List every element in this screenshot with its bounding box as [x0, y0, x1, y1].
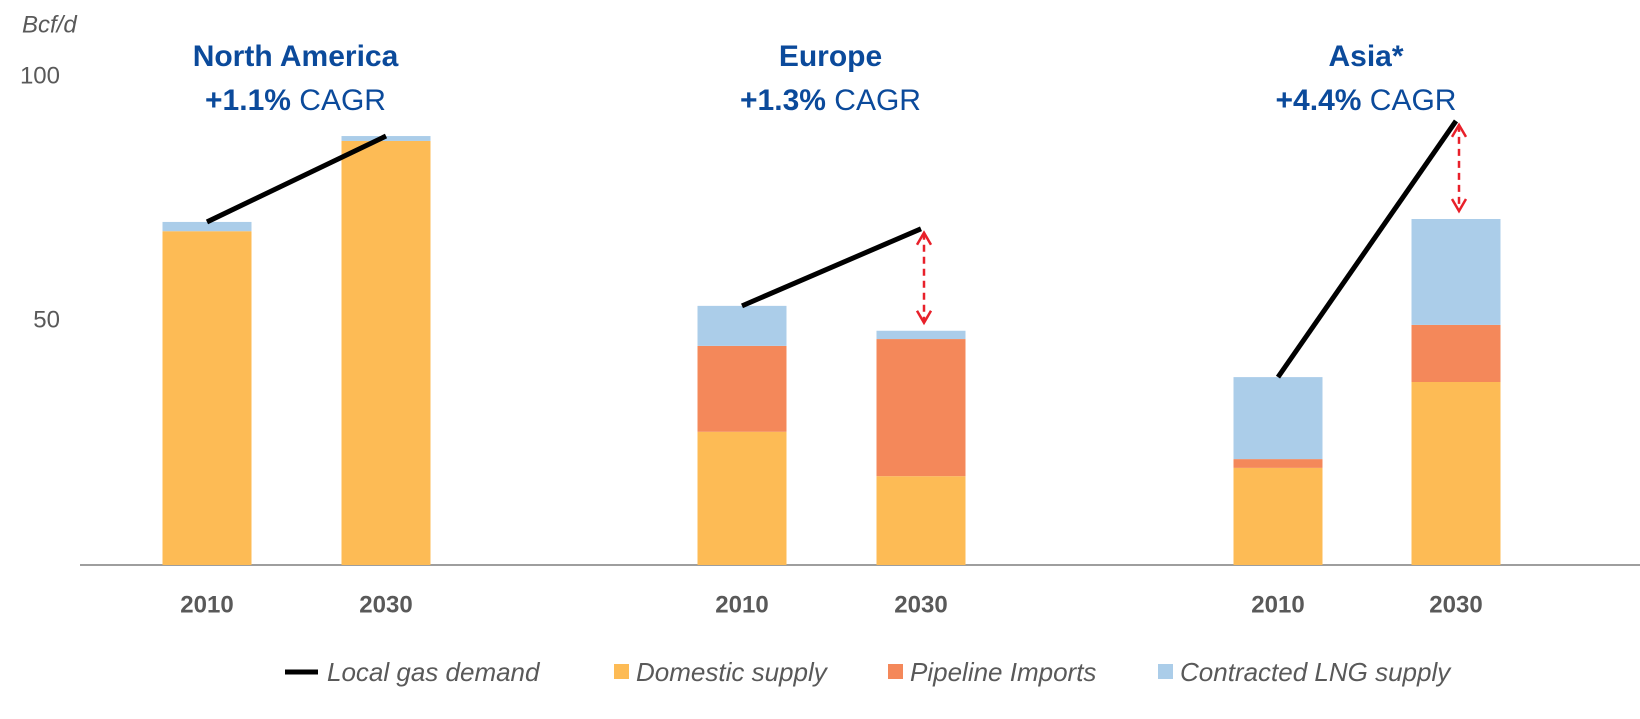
gap-arrow-head [1450, 122, 1468, 138]
x-tick-label: 2010 [715, 591, 768, 618]
growth-value: +4.4% [1276, 84, 1362, 117]
bar-segment [1233, 377, 1323, 460]
gap-arrow-head [915, 310, 933, 326]
legend-swatch [614, 664, 629, 679]
bar-segment [1411, 382, 1501, 565]
x-tick-label: 2010 [1251, 591, 1304, 618]
gap-arrow-head [1450, 198, 1468, 214]
legend-swatch [888, 664, 903, 679]
demand-line [205, 133, 388, 225]
bar-segment [1233, 459, 1323, 468]
x-tick-label: 2030 [1429, 591, 1482, 618]
bar-segment [697, 431, 787, 565]
legend-label: Domestic supply [636, 657, 829, 687]
bar-segment [697, 305, 787, 346]
bar-segment [1411, 324, 1501, 382]
group-growth: +1.3% CAGR [740, 84, 921, 117]
legend-swatch [1158, 664, 1173, 679]
group-title: Asia* [1328, 40, 1403, 73]
legend-label: Pipeline Imports [910, 657, 1096, 687]
x-tick-label: 2030 [894, 591, 947, 618]
bar-segment [876, 476, 966, 565]
group-title: North America [193, 40, 399, 73]
group-growth: +4.4% CAGR [1276, 84, 1457, 117]
bar-segment [341, 140, 431, 566]
y-tick-label: 100 [20, 62, 60, 89]
demand-line [1275, 119, 1459, 379]
legend-label: Contracted LNG supply [1180, 657, 1452, 687]
group-title: Europe [779, 40, 882, 73]
growth-label: CAGR [299, 84, 386, 117]
bar-segment [697, 345, 787, 432]
bar-segment [876, 339, 966, 477]
gap-arrow-head [915, 230, 933, 246]
bar-segment [1411, 219, 1501, 325]
bar-segment [162, 221, 252, 232]
bar-segment [1233, 467, 1323, 565]
growth-value: +1.1% [205, 84, 291, 117]
legend-label: Local gas demand [327, 657, 541, 687]
x-tick-label: 2030 [359, 591, 412, 618]
bar-segment [876, 330, 966, 340]
growth-label: CAGR [1370, 84, 1457, 117]
demand-line [741, 226, 922, 309]
y-axis-label: Bcf/d [22, 11, 77, 38]
y-tick-label: 50 [33, 306, 60, 333]
group-growth: +1.1% CAGR [205, 84, 386, 117]
x-tick-label: 2010 [180, 591, 233, 618]
bar-segment [162, 231, 252, 565]
growth-label: CAGR [834, 84, 921, 117]
growth-value: +1.3% [740, 84, 826, 117]
